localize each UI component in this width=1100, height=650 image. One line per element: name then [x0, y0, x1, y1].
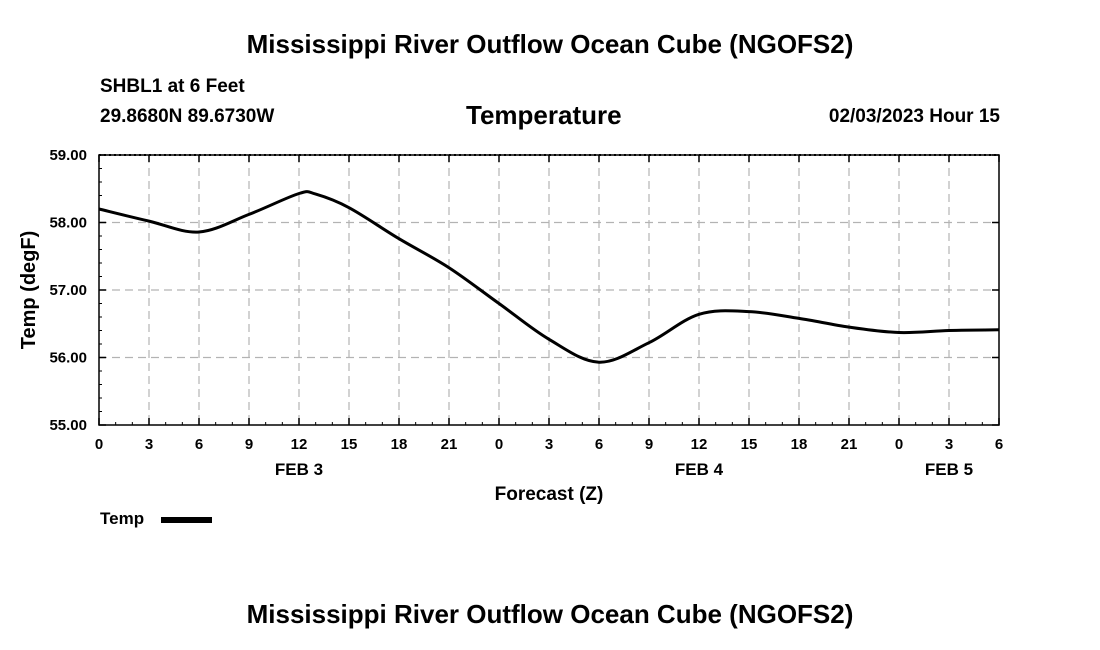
- y-tick-label: 57.00: [49, 282, 87, 299]
- page-title: Mississippi River Outflow Ocean Cube (NG…: [246, 29, 854, 59]
- x-tick-label: 6: [995, 436, 1003, 453]
- axis-ticks: [98, 154, 1000, 426]
- y-tick-label: 55.00: [49, 417, 87, 434]
- coordinates-label: 29.8680N 89.6730W: [100, 106, 275, 127]
- x-tick-label: 0: [895, 436, 903, 453]
- x-tick-label: 9: [645, 436, 653, 453]
- x-tick-label: 21: [841, 436, 858, 453]
- x-tick-label: 0: [95, 436, 103, 453]
- chart-title: Temperature: [466, 100, 622, 130]
- x-tick-label: 12: [691, 436, 708, 453]
- grid-lines: [99, 155, 999, 425]
- x-tick-label: 21: [441, 436, 458, 453]
- x-tick-label: 6: [195, 436, 203, 453]
- x-tick-label: 18: [391, 436, 408, 453]
- x-axis-label: Forecast (Z): [495, 484, 604, 505]
- series-line-temp: [98, 190, 1000, 364]
- legend-line-swatch: [161, 517, 212, 523]
- x-tick-label: 6: [595, 436, 603, 453]
- x-tick-label: 3: [945, 436, 953, 453]
- y-tick-label: 58.00: [49, 215, 87, 232]
- x-tick-label: 15: [741, 436, 758, 453]
- y-tick-label: 56.00: [49, 350, 87, 367]
- day-label: FEB 4: [675, 460, 724, 479]
- forecast-datetime: 02/03/2023 Hour 15: [828, 106, 1000, 127]
- x-tick-label: 15: [341, 436, 358, 453]
- series-layer: [98, 190, 1000, 364]
- x-tick-label: 9: [245, 436, 253, 453]
- legend-label: Temp: [100, 509, 145, 528]
- axis-tick-labels: 0 3 6 9 12 15 18 21 0 3 6 9 12 15 18 21 0 3 6 55.00 56.00 57.…: [49, 147, 1003, 479]
- y-axis-label: Temp (degF): [18, 231, 40, 350]
- x-tick-label: 18: [791, 436, 808, 453]
- x-tick-label: 12: [291, 436, 308, 453]
- footer-title: Mississippi River Outflow Ocean Cube (NG…: [246, 599, 854, 629]
- x-tick-label: 0: [495, 436, 503, 453]
- x-tick-label: 3: [545, 436, 553, 453]
- day-label: FEB 5: [925, 460, 973, 479]
- day-label: FEB 3: [275, 460, 323, 479]
- station-label: SHBL1 at 6 Feet: [100, 76, 245, 97]
- x-tick-label: 3: [145, 436, 153, 453]
- y-tick-label: 59.00: [49, 147, 87, 164]
